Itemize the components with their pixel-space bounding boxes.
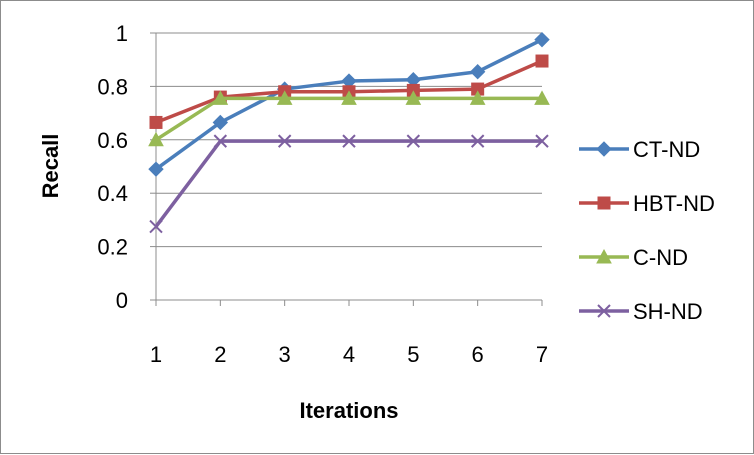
gridlines	[156, 32, 542, 301]
data-point	[341, 90, 357, 105]
data-point	[212, 114, 229, 131]
legend-label: CT-ND	[633, 137, 700, 162]
y-tick-label: 1	[116, 21, 128, 46]
data-point	[469, 90, 486, 105]
series-c-nd	[148, 90, 550, 147]
y-tick-label: 0.2	[97, 235, 128, 260]
series-lines	[148, 31, 550, 234]
legend-item: HBT-ND	[579, 191, 715, 216]
data-point	[213, 134, 228, 148]
x-tick-label: 1	[150, 342, 162, 367]
legend: CT-ND HBT-ND C-ND SH-ND	[579, 137, 715, 324]
y-tick-label: 0	[116, 288, 128, 313]
legend-item: CT-ND	[579, 137, 700, 162]
y-tick-label: 0.6	[97, 128, 128, 153]
series-ct-nd	[148, 31, 550, 177]
x-tick-label: 4	[343, 342, 355, 367]
data-point	[149, 115, 163, 129]
legend-label: C-ND	[633, 245, 688, 270]
data-point	[342, 134, 356, 148]
data-point	[148, 161, 164, 177]
data-point	[535, 54, 549, 68]
data-point	[148, 131, 164, 147]
data-point	[277, 134, 292, 148]
series-line	[154, 139, 542, 228]
data-point	[534, 31, 550, 48]
data-point	[406, 134, 421, 148]
data-point	[276, 90, 293, 105]
axes: 0 0.2 0.4 0.6 0.8 1 1 2 3 4 5 6 7	[97, 21, 548, 367]
legend-marker	[597, 304, 611, 318]
data-point	[469, 64, 486, 80]
legend-marker	[597, 196, 611, 210]
legend-label: HBT-ND	[633, 191, 715, 216]
legend-label: SH-ND	[633, 299, 703, 324]
x-axis-title: Iterations	[299, 398, 398, 423]
y-tick-label: 0.4	[97, 181, 128, 206]
y-axis-title: Recall	[38, 134, 63, 199]
legend-item: C-ND	[579, 245, 688, 270]
data-point	[149, 219, 163, 234]
x-tick-label: 2	[214, 342, 226, 367]
series-sh-nd	[149, 134, 549, 234]
x-tick-label: 5	[407, 342, 419, 367]
x-tick-label: 6	[472, 342, 484, 367]
legend-marker	[596, 141, 612, 157]
x-tick-label: 3	[279, 342, 291, 367]
data-point	[534, 90, 550, 105]
legend-item: SH-ND	[579, 299, 703, 324]
y-tick-label: 0.8	[97, 74, 128, 99]
data-point	[470, 134, 485, 148]
data-point	[535, 134, 549, 148]
data-point	[212, 90, 229, 105]
x-tick-label: 7	[536, 342, 548, 367]
legend-marker	[596, 248, 612, 264]
data-point	[405, 90, 422, 105]
